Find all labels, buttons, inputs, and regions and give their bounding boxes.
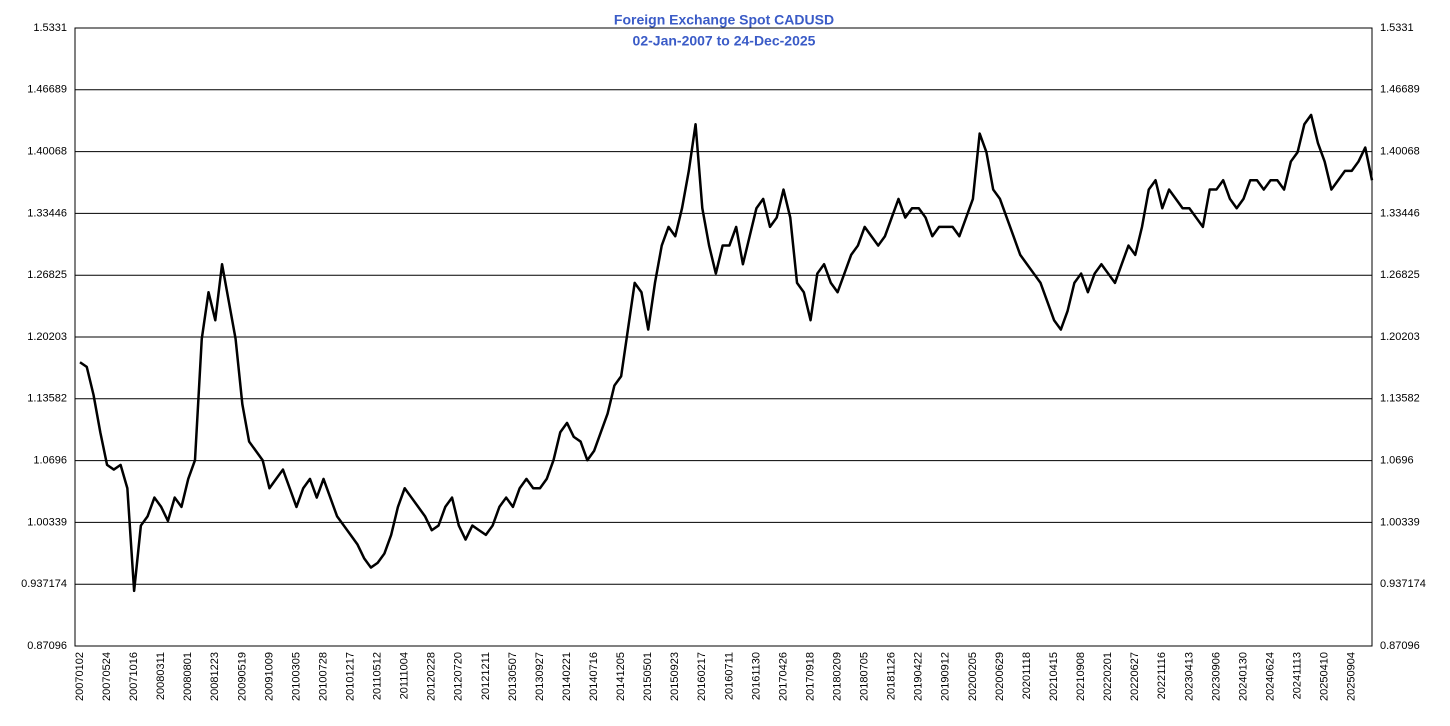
x-tick-label: 20201118 (1021, 652, 1033, 699)
y2-tick-label: 0.937174 (1380, 578, 1426, 590)
x-tick-label: 20161130 (750, 652, 762, 700)
x-tick-label: 20160217 (696, 652, 708, 701)
x-tick-label: 20170918 (804, 652, 816, 701)
x-tick-label: 20240624 (1264, 652, 1276, 701)
y2-tick-label: 1.20203 (1380, 331, 1420, 343)
x-tick-label: 20200629 (994, 652, 1006, 701)
x-tick-label: 20170426 (777, 652, 789, 701)
y-tick-label: 1.0696 (33, 455, 67, 467)
x-tick-label: 20140221 (561, 652, 573, 701)
y-tick-label: 1.20203 (27, 331, 67, 343)
y2-tick-label: 1.26825 (1380, 269, 1420, 281)
x-tick-label: 20150923 (669, 652, 681, 701)
y2-tick-label: 1.40068 (1380, 145, 1420, 157)
x-tick-label: 20180209 (832, 652, 844, 701)
x-tick-label: 20221116 (1156, 652, 1168, 699)
y2-tick-label: 1.0696 (1380, 455, 1414, 467)
x-tick-label: 20080311 (155, 652, 167, 700)
x-tick-label: 20250904 (1346, 652, 1358, 701)
y-tick-label: 1.26825 (27, 269, 67, 281)
y2-tick-label: 1.46689 (1380, 84, 1420, 96)
y-tick-label: 1.40068 (27, 145, 67, 157)
x-tick-label: 20240130 (1237, 652, 1249, 701)
x-tick-label: 20110512 (372, 652, 384, 700)
y-tick-label: 0.937174 (21, 578, 67, 590)
x-tick-label: 20190912 (940, 652, 952, 701)
y-tick-label: 1.46689 (27, 84, 67, 96)
y-tick-label: 1.13582 (27, 393, 67, 405)
x-tick-label: 20200205 (967, 652, 979, 701)
x-tick-label: 20230413 (1183, 652, 1195, 701)
x-tick-label: 20150501 (642, 652, 654, 701)
x-tick-label: 20230906 (1210, 652, 1222, 701)
data-line (79, 113, 1374, 593)
x-tick-label: 20100728 (317, 652, 329, 701)
x-tick-label: 20130927 (534, 652, 546, 701)
x-tick-label: 20121211 (480, 652, 492, 700)
x-tick-label: 20210415 (1048, 652, 1060, 701)
y2-tick-label: 1.5331 (1380, 22, 1414, 34)
x-tick-label: 20080801 (182, 652, 194, 701)
x-tick-label: 20090519 (236, 652, 248, 701)
chart-subtitle: 02-Jan-2007 to 24-Dec-2025 (633, 33, 816, 49)
x-tick-label: 20111004 (399, 652, 411, 699)
x-tick-label: 20101217 (344, 652, 356, 701)
x-tick-label: 20120228 (426, 652, 438, 701)
x-tick-label: 20220627 (1129, 652, 1141, 701)
y2-tick-label: 0.87096 (1380, 640, 1420, 652)
x-tick-label: 20091009 (263, 652, 275, 701)
y-tick-label: 0.87096 (27, 640, 67, 652)
x-tick-label: 20190422 (913, 652, 925, 701)
x-tick-label: 20070102 (74, 652, 86, 701)
y-tick-label: 1.5331 (33, 22, 67, 34)
y2-tick-label: 1.33446 (1380, 207, 1420, 219)
x-tick-label: 20160711 (723, 652, 735, 700)
x-tick-label: 20220201 (1102, 652, 1114, 701)
y2-tick-label: 1.13582 (1380, 393, 1420, 405)
x-tick-label: 20180705 (859, 652, 871, 701)
x-tick-label: 20241113 (1291, 652, 1303, 699)
y-tick-label: 1.00339 (27, 516, 67, 528)
x-tick-label: 20130507 (507, 652, 519, 701)
x-tick-label: 20071016 (128, 652, 140, 701)
x-tick-label: 20181126 (886, 652, 898, 700)
x-tick-label: 20081223 (209, 652, 221, 701)
x-tick-label: 20141205 (615, 652, 627, 701)
y-tick-label: 1.33446 (27, 207, 67, 219)
x-tick-label: 20070524 (101, 652, 113, 701)
x-tick-label: 20120720 (453, 652, 465, 701)
x-tick-label: 20100305 (290, 652, 302, 701)
x-tick-label: 20140716 (588, 652, 600, 701)
chart-title: Foreign Exchange Spot CADUSD (614, 12, 834, 28)
y2-tick-label: 1.00339 (1380, 516, 1420, 528)
x-tick-label: 20210908 (1075, 652, 1087, 701)
x-tick-label: 20250410 (1319, 652, 1331, 701)
